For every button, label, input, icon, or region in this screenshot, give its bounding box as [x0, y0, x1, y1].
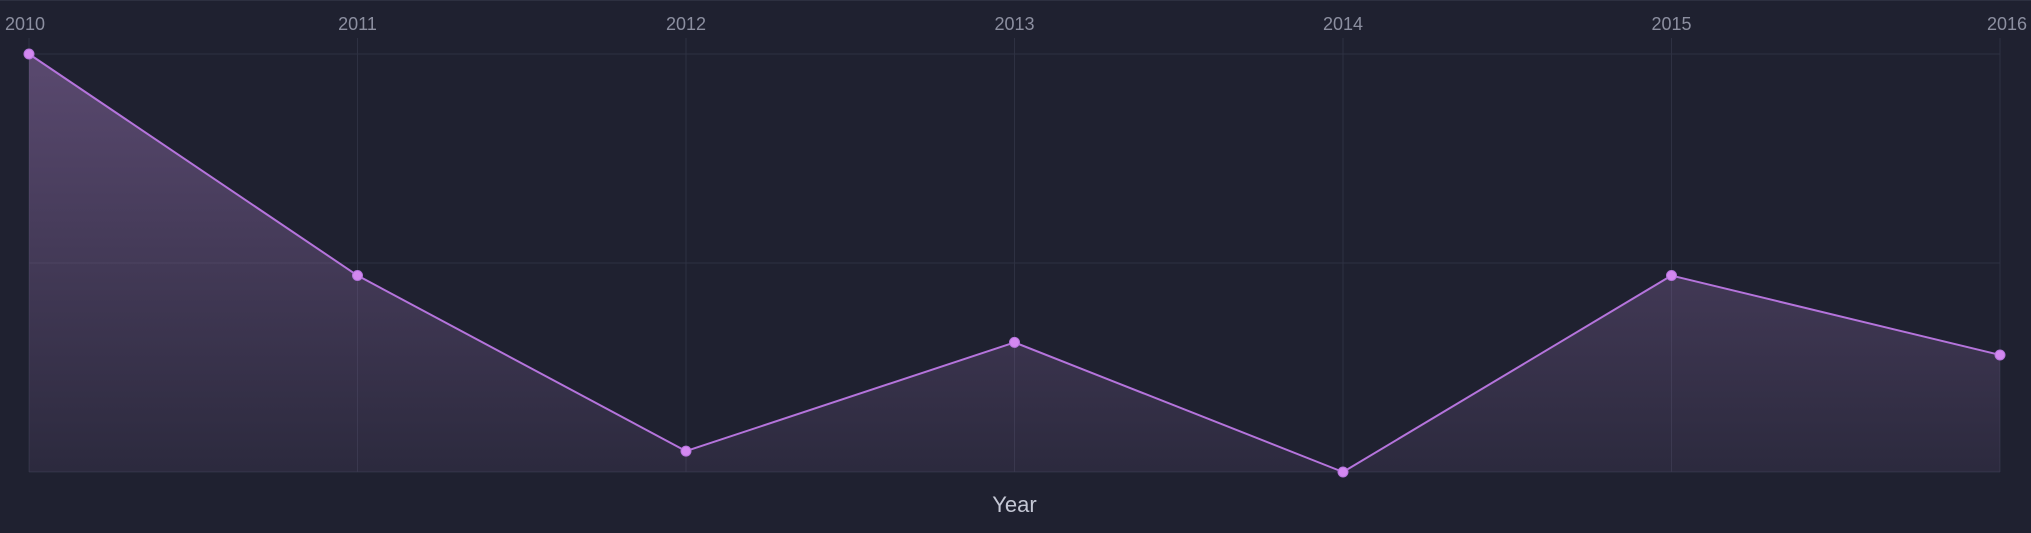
x-tick-label: 2016 [1987, 14, 2027, 34]
data-point-2013[interactable] [1009, 336, 1020, 348]
x-tick-label: 2012 [666, 14, 706, 34]
x-axis-ticks: 2010 2011 2012 2013 2014 2015 2016 [5, 14, 2027, 34]
data-point-2016[interactable] [1994, 349, 2006, 361]
area-fill-layer [29, 54, 2000, 472]
data-point-2012[interactable] [680, 445, 692, 457]
x-tick-label: 2014 [1323, 14, 1363, 34]
x-tick-label: 2013 [994, 14, 1034, 34]
data-point-2011[interactable] [352, 270, 363, 282]
x-tick-label: 2015 [1651, 14, 1691, 34]
series-area-fill [29, 54, 2000, 472]
x-tick-label: 2011 [338, 14, 377, 34]
data-point-2014[interactable] [1337, 466, 1349, 478]
data-point-2010[interactable] [23, 48, 35, 60]
x-axis-title: Year [992, 492, 1036, 517]
data-points [23, 48, 2006, 478]
data-point-2015[interactable] [1666, 270, 1677, 282]
x-tick-label: 2010 [5, 14, 45, 34]
